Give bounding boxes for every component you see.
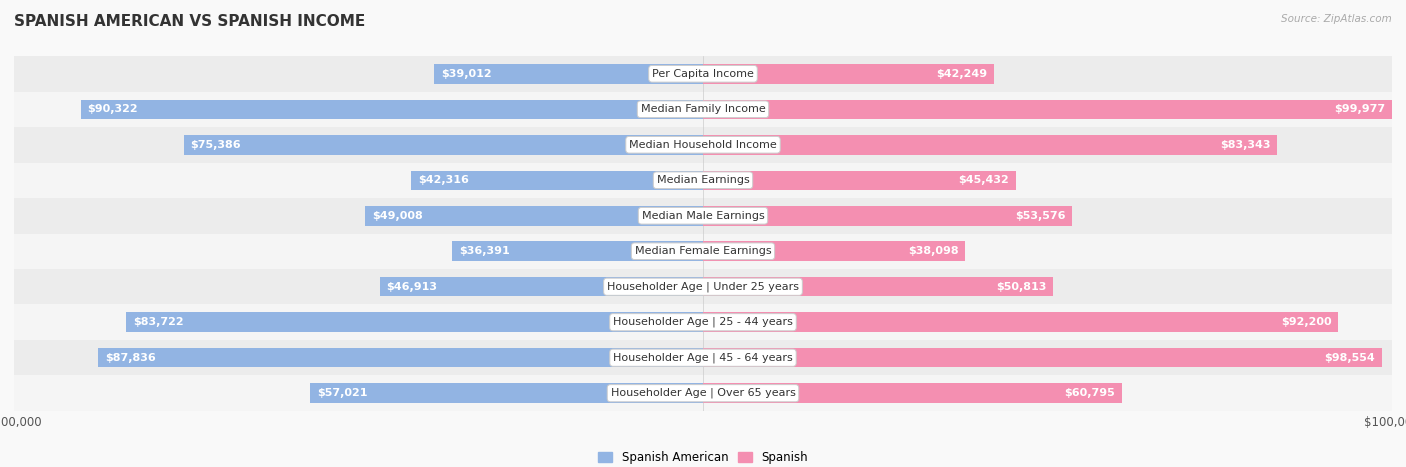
Text: $53,576: $53,576: [1015, 211, 1066, 221]
Text: SPANISH AMERICAN VS SPANISH INCOME: SPANISH AMERICAN VS SPANISH INCOME: [14, 14, 366, 29]
Bar: [14, 304, 1392, 340]
Text: Householder Age | 45 - 64 years: Householder Age | 45 - 64 years: [613, 353, 793, 363]
Text: Median Female Earnings: Median Female Earnings: [634, 246, 772, 256]
Bar: [703, 206, 1073, 226]
Bar: [127, 312, 703, 332]
Bar: [703, 241, 966, 261]
Bar: [14, 127, 1392, 163]
Text: $42,249: $42,249: [936, 69, 987, 79]
Bar: [98, 348, 703, 368]
Legend: Spanish American, Spanish: Spanish American, Spanish: [593, 446, 813, 467]
Text: $60,795: $60,795: [1064, 388, 1115, 398]
Text: $57,021: $57,021: [316, 388, 367, 398]
Bar: [703, 383, 1122, 403]
Text: Householder Age | Under 25 years: Householder Age | Under 25 years: [607, 282, 799, 292]
Bar: [703, 135, 1277, 155]
Bar: [453, 241, 703, 261]
Text: $39,012: $39,012: [441, 69, 492, 79]
Bar: [703, 277, 1053, 297]
Text: Median Male Earnings: Median Male Earnings: [641, 211, 765, 221]
Text: $99,977: $99,977: [1334, 104, 1385, 114]
Text: $83,343: $83,343: [1220, 140, 1270, 150]
Text: Median Household Income: Median Household Income: [628, 140, 778, 150]
Bar: [380, 277, 703, 297]
Text: $98,554: $98,554: [1324, 353, 1375, 363]
Bar: [14, 198, 1392, 234]
Text: $38,098: $38,098: [908, 246, 959, 256]
Text: $46,913: $46,913: [387, 282, 437, 292]
Bar: [703, 170, 1017, 190]
Text: $45,432: $45,432: [959, 175, 1010, 185]
Text: Householder Age | Over 65 years: Householder Age | Over 65 years: [610, 388, 796, 398]
Text: Per Capita Income: Per Capita Income: [652, 69, 754, 79]
Bar: [703, 64, 994, 84]
Bar: [703, 348, 1382, 368]
Bar: [14, 234, 1392, 269]
Bar: [14, 340, 1392, 375]
Bar: [14, 163, 1392, 198]
Bar: [14, 375, 1392, 411]
Bar: [703, 312, 1339, 332]
Bar: [434, 64, 703, 84]
Text: $83,722: $83,722: [134, 317, 184, 327]
Bar: [14, 56, 1392, 92]
Text: $87,836: $87,836: [105, 353, 156, 363]
Bar: [80, 99, 703, 119]
Text: $92,200: $92,200: [1281, 317, 1331, 327]
Text: $49,008: $49,008: [373, 211, 423, 221]
Bar: [14, 92, 1392, 127]
Text: Householder Age | 25 - 44 years: Householder Age | 25 - 44 years: [613, 317, 793, 327]
Bar: [311, 383, 703, 403]
Bar: [703, 99, 1392, 119]
Text: Source: ZipAtlas.com: Source: ZipAtlas.com: [1281, 14, 1392, 24]
Bar: [412, 170, 703, 190]
Text: Median Family Income: Median Family Income: [641, 104, 765, 114]
Bar: [14, 269, 1392, 304]
Text: $42,316: $42,316: [419, 175, 470, 185]
Bar: [184, 135, 703, 155]
Bar: [366, 206, 703, 226]
Text: Median Earnings: Median Earnings: [657, 175, 749, 185]
Text: $50,813: $50,813: [995, 282, 1046, 292]
Text: $36,391: $36,391: [460, 246, 510, 256]
Text: $75,386: $75,386: [191, 140, 242, 150]
Text: $90,322: $90,322: [87, 104, 138, 114]
